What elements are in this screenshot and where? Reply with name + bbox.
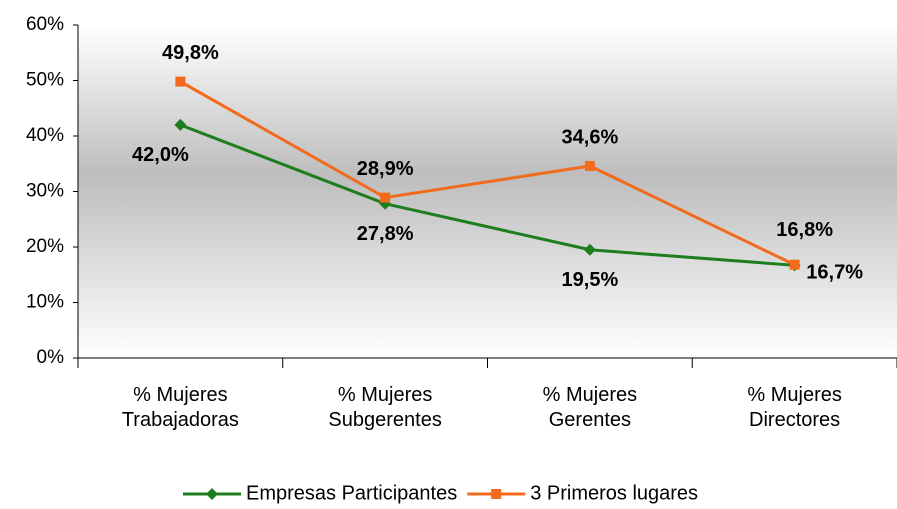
data-point [380,192,391,203]
y-tick-label: 0% [37,347,65,368]
data-label: 34,6% [562,126,619,148]
x-tick-label: % Mujeres Gerentes [542,384,638,431]
x-tick-label: % Mujeres Trabajadoras [121,384,239,431]
legend-label: 3 Primeros lugares [530,482,698,504]
legend-marker [491,489,502,499]
y-tick-label: 50% [26,70,64,91]
y-tick-label: 60% [26,14,64,35]
data-point [174,118,187,131]
data-label: 49,8% [162,42,219,64]
data-label: 16,7% [806,262,863,284]
data-label: 19,5% [562,269,619,291]
plot-background [78,25,897,358]
data-point [584,160,595,171]
y-tick-label: 30% [26,181,64,202]
legend-marker [206,488,218,500]
data-point [583,243,596,256]
data-label: 42,0% [132,144,189,166]
x-tick-label: % Mujeres Subgerentes [328,384,442,431]
data-label: 28,9% [357,158,414,180]
data-point [175,76,186,87]
y-tick-label: 20% [26,236,64,257]
data-point [789,259,800,270]
data-label: 16,8% [776,219,833,241]
x-tick-label: % Mujeres Directores [747,384,842,431]
y-tick-label: 10% [26,292,64,313]
legend-label: Empresas Participantes [246,482,457,504]
data-label: 27,8% [357,223,414,245]
y-tick-label: 40% [26,125,64,146]
series-line [179,123,795,267]
series-line [179,80,796,267]
